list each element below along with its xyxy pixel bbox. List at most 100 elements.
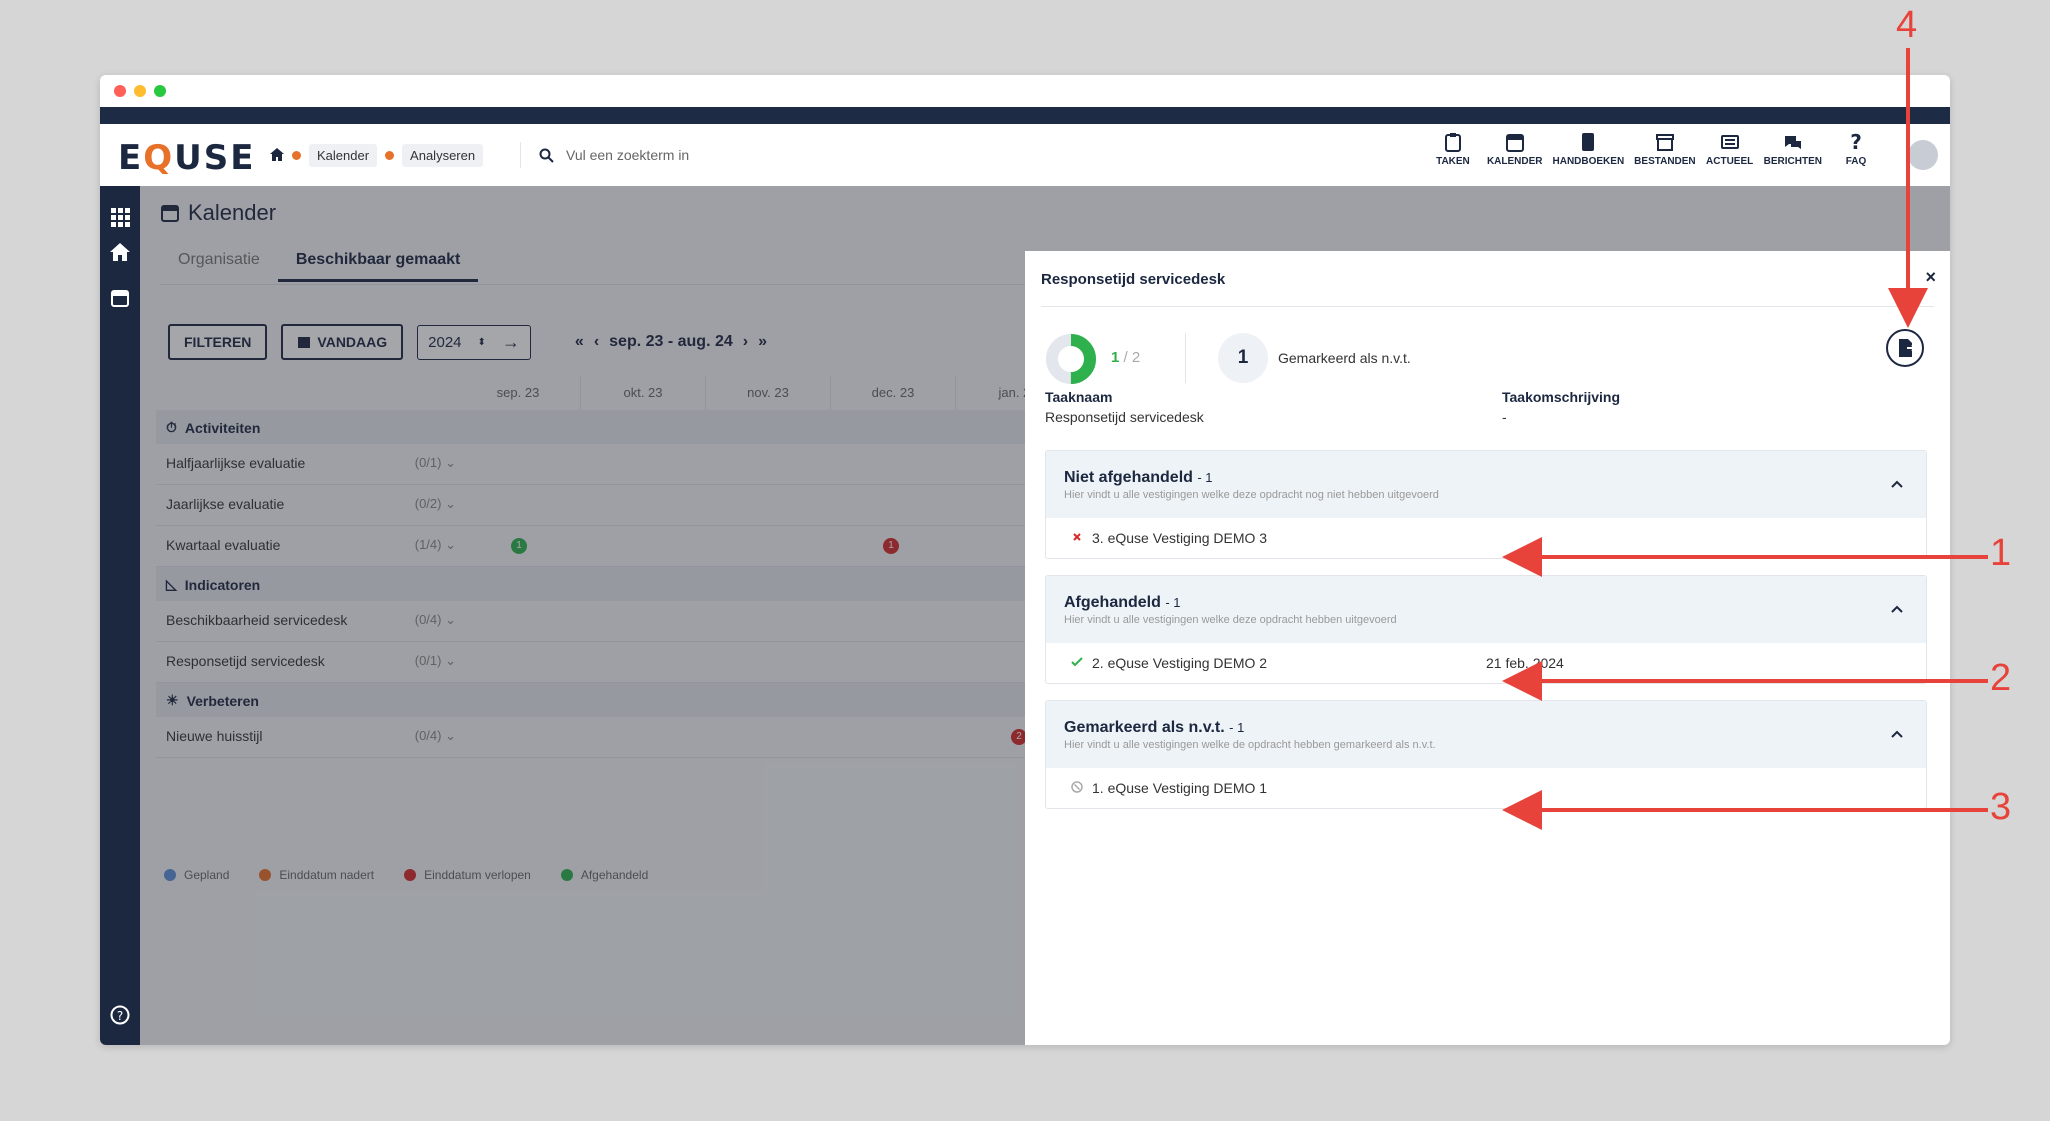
calendar-row[interactable]: Beschikbaarheid servicedesk (0/4) ⌄ [156,601,1156,642]
nav-handboeken[interactable]: HANDBOEKEN [1553,132,1624,167]
nvt-label: Gemarkeerd als n.v.t. [1278,350,1411,366]
double-chevron-left-icon[interactable]: « [574,333,584,350]
cross-icon [1073,533,1081,541]
help-icon[interactable]: ? [110,1005,130,1025]
book-icon [1582,133,1595,151]
svg-text:?: ? [1850,132,1862,152]
legend: Gepland Einddatum nadert Einddatum verlo… [164,868,648,882]
chevron-right-icon[interactable]: › [742,333,749,350]
row-label: Kwartaal evaluatie [166,537,281,553]
tab-bar: Organisatie Beschikbaar gemaakt [160,241,479,282]
calendar-icon [161,205,179,222]
calendar-row[interactable]: Kwartaal evaluatie (1/4) ⌄ 1 1 [156,526,1156,567]
grid-icon[interactable] [110,207,130,227]
calendar-row[interactable]: Nieuwe huisstijl (0/4) ⌄ 2 [156,717,1156,758]
nav-berichten[interactable]: BERICHTEN [1764,132,1822,167]
year-select[interactable]: 2024 ⬍ → [417,324,531,360]
breadcrumb-kalender[interactable]: Kalender [309,144,378,167]
sort-icon: ⬍ [477,336,486,348]
export-button[interactable] [1886,329,1924,367]
arrow-right-icon[interactable]: → [501,331,520,352]
month-label: dec. 23 [831,376,956,410]
group-indicatoren[interactable]: ◺ Indicatoren [156,567,1156,601]
taakomschrijving-value: - [1502,409,1507,425]
ruler-triangle-icon: ◺ [166,576,177,592]
group-label: Indicatoren [184,576,261,593]
section-title: Afgehandeld - 1 [1064,594,1181,611]
annotation-label-1: 1 [1990,532,2012,574]
group-verbeteren[interactable]: ☀ Verbeteren [156,683,1156,717]
legend-item: Einddatum verlopen [404,868,531,882]
section-title: Niet afgehandeld - 1 [1064,469,1213,486]
task-badge[interactable]: 1 [883,538,899,554]
circle-slash-icon [1071,781,1083,793]
svg-text:?: ? [117,1009,123,1023]
top-strip [100,107,1950,124]
calendar-icon[interactable] [110,288,130,308]
chevron-left-icon[interactable]: ‹ [593,333,600,350]
row-label: Nieuwe huisstijl [166,728,263,744]
top-navbar: EQUSE Kalender Analyseren Vul een zoekte… [100,124,1950,187]
list-item[interactable]: 1. eQuse Vestiging DEMO 1 [1046,768,1926,808]
equse-logo[interactable]: EQUSE [118,138,256,178]
group-label: Activiteiten [184,419,261,436]
home-icon[interactable] [270,147,284,164]
double-chevron-right-icon[interactable]: » [758,333,767,350]
close-window-dot[interactable] [114,85,126,97]
legend-dot [404,869,417,881]
calendar-row[interactable]: Responsetijd servicedesk (0/1) ⌄ [156,642,1156,683]
breadcrumb-analyseren[interactable]: Analyseren [402,144,484,167]
task-badge[interactable]: 1 [511,538,527,554]
month-label: okt. 23 [581,376,706,410]
nav-faq[interactable]: ? FAQ [1832,132,1880,167]
check-icon [1071,657,1083,667]
completion-date: 21 feb. 2024 [1486,655,1564,671]
nav-bestanden[interactable]: BESTANDEN [1634,132,1696,167]
legend-item: Afgehandeld [560,868,648,882]
home-icon[interactable] [110,242,130,262]
tab-divider [160,284,1300,285]
nav-label: TAKEN [1436,156,1470,167]
annotation-label-2: 2 [1990,657,2012,699]
search-input[interactable]: Vul een zoekterm in [566,147,690,163]
section-subtitle: Hier vindt u alle vestigingen welke de o… [1064,739,1436,751]
period-label: sep. 23 - aug. 24 [609,333,733,350]
avatar[interactable] [1908,140,1938,170]
close-icon[interactable]: × [1925,267,1936,287]
section-header[interactable]: Afgehandeld - 1 Hier vindt u alle vestig… [1046,576,1926,643]
legend-dot [164,869,176,881]
row-count: (0/4) ⌄ [414,728,456,743]
tab-beschikbaar-gemaakt[interactable]: Beschikbaar gemaakt [277,241,479,282]
nav-actueel[interactable]: ACTUEEL [1706,132,1754,167]
row-count: (0/4) ⌄ [414,612,456,627]
nav-kalender[interactable]: KALENDER [1487,132,1543,167]
nvt-count-badge: 1 [1218,333,1268,383]
minimize-window-dot[interactable] [134,85,146,97]
nav-label: ACTUEEL [1706,156,1754,167]
maximize-window-dot[interactable] [154,85,166,97]
calendar-row[interactable]: Halfjaarlijkse evaluatie (0/1) ⌄ [156,444,1156,485]
row-label: Jaarlijkse evaluatie [166,496,285,512]
row-count: (1/4) ⌄ [414,537,456,552]
chevron-up-icon[interactable] [1890,727,1904,741]
chevron-up-icon[interactable] [1890,602,1904,616]
search-bar[interactable]: Vul een zoekterm in [520,142,1139,168]
calendar-row[interactable]: Jaarlijkse evaluatie (0/2) ⌄ [156,485,1156,526]
divider [1185,333,1186,383]
calendar-icon [298,337,311,348]
section-header[interactable]: Gemarkeerd als n.v.t. - 1 Hier vindt u a… [1046,701,1926,768]
section-header[interactable]: Niet afgehandeld - 1 Hier vindt u alle v… [1046,451,1926,518]
chevron-up-icon[interactable] [1890,477,1904,491]
row-count: (0/1) ⌄ [414,455,456,470]
filter-button[interactable]: FILTEREN [168,324,268,360]
list-item[interactable]: 3. eQuse Vestiging DEMO 3 [1046,518,1926,558]
period-navigator: « ‹ sep. 23 - aug. 24 › » [575,333,767,351]
today-button[interactable]: VANDAAG [281,324,404,360]
list-item[interactable]: 2. eQuse Vestiging DEMO 2 21 feb. 2024 [1046,643,1926,683]
group-activiteiten[interactable]: ⏱ Activiteiten [156,410,1156,444]
nav-taken[interactable]: TAKEN [1429,132,1477,167]
tab-organisatie[interactable]: Organisatie [178,251,260,268]
taakomschrijving-label: Taakomschrijving [1502,389,1621,405]
task-badge[interactable]: 2 [1011,729,1027,745]
progress-donut [1046,334,1096,384]
